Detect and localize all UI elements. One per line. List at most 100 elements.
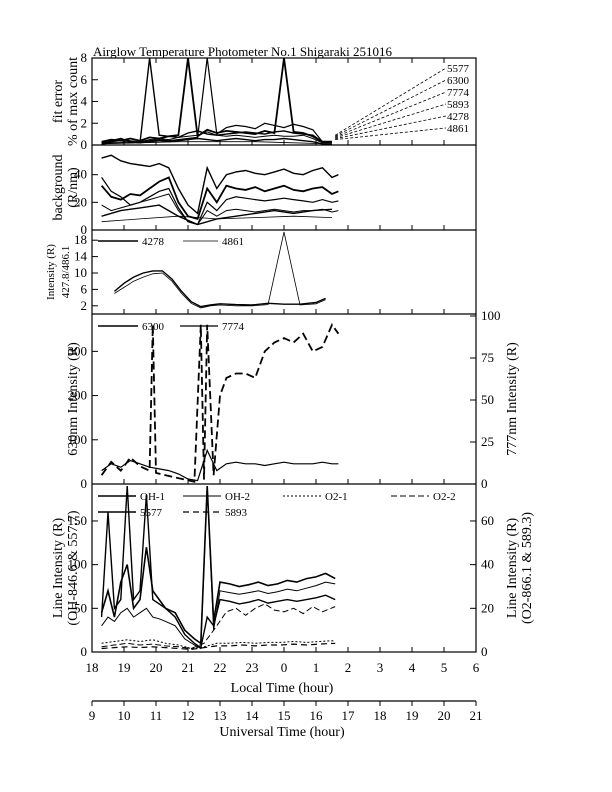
panel-background: 0 20 40 background (R/nm) xyxy=(51,154,476,237)
y-right-tick-label: 50 xyxy=(481,392,494,407)
universal-time-tick-label: 18 xyxy=(374,708,387,723)
y-tick-label: 0 xyxy=(81,222,88,237)
legend-label: 5893 xyxy=(447,99,470,111)
y-right-tick-label: 60 xyxy=(481,513,494,528)
series-o2-1 xyxy=(101,639,336,650)
local-time-tick-label: 18 xyxy=(86,660,99,675)
y-tick-label: 10 xyxy=(74,265,87,280)
universal-time-tick-label: 11 xyxy=(150,708,163,723)
legend-label: OH-2 xyxy=(225,491,250,503)
universal-time-tick-label: 19 xyxy=(406,708,419,723)
time-axes: 18 19 20 21 22 23 0 1 2 3 4 5 69 10 11 12 13 14 15 16 17 18 19… xyxy=(86,58,483,723)
y-tick-label: 18 xyxy=(74,232,87,247)
y-right-tick-label: 25 xyxy=(481,434,494,449)
local-time-tick-label: 4 xyxy=(409,660,416,675)
y-axis-label: Line Intensity (R) xyxy=(51,518,66,619)
y-tick-label: 100 xyxy=(68,432,88,447)
universal-time-tick-label: 21 xyxy=(470,708,483,723)
local-time-tick-label: 1 xyxy=(313,660,320,675)
series-6300 xyxy=(101,57,332,143)
y-tick-label: 4 xyxy=(81,94,88,109)
local-time-tick-label: 19 xyxy=(118,660,131,675)
universal-time-tick-label: 10 xyxy=(118,708,131,723)
legend-leader xyxy=(335,91,447,138)
series-5893 xyxy=(101,193,339,226)
legend-label: 6300 xyxy=(142,321,165,333)
local-time-tick-label: 5 xyxy=(441,660,448,675)
y-right-tick-label: 20 xyxy=(481,600,494,615)
figure-title: Airglow Temperature Photometer No.1 Shig… xyxy=(93,44,393,59)
plot-frame xyxy=(91,57,477,653)
series-o2-2 xyxy=(101,603,336,650)
universal-time-tick-label: 16 xyxy=(310,708,324,723)
y-tick-label: 150 xyxy=(68,513,88,528)
y-axis-label: (R/nm) xyxy=(66,167,81,208)
legend-leader xyxy=(335,103,447,139)
y-axis-label: % of max count xyxy=(66,57,81,146)
y-tick-label: 2 xyxy=(81,115,88,130)
universal-time-tick-label: 9 xyxy=(89,708,96,723)
universal-time-tick-label: 14 xyxy=(246,708,260,723)
legend-label: O2-2 xyxy=(433,491,456,503)
series-5577 xyxy=(100,485,336,645)
y-tick-label: 0 xyxy=(81,476,88,491)
y-axis-label: fit error xyxy=(51,80,66,123)
legend-label: 7774 xyxy=(222,321,245,333)
universal-time-tick-label: 20 xyxy=(438,708,451,723)
local-time-tick-label: 20 xyxy=(150,660,163,675)
panel-fit-error: 0 2 4 6 8 fit error% of max count 557763007774… xyxy=(51,50,476,152)
series-4861 xyxy=(114,231,326,309)
legend-label: 4861 xyxy=(447,123,469,135)
legend-label: 5577 xyxy=(447,63,470,75)
y-tick-label: 2 xyxy=(81,298,88,313)
local-time-label: Local Time (hour) xyxy=(231,681,334,696)
y-axis-label: 427.8/486.1 xyxy=(60,246,72,299)
series-5893 xyxy=(101,642,336,651)
y-tick-label: 40 xyxy=(74,167,87,182)
series-7774 xyxy=(101,57,332,145)
y-axis-label: (OH-846.6 & 557.7) xyxy=(66,510,81,625)
series-7774 xyxy=(101,448,339,482)
y-tick-label: 6 xyxy=(81,281,88,296)
y-axis-label: background xyxy=(51,154,66,220)
y-right-tick-label: 100 xyxy=(481,308,501,323)
legend-label: 4278 xyxy=(447,111,470,123)
y-right-tick-label: 0 xyxy=(481,476,488,491)
local-time-tick-label: 3 xyxy=(377,660,384,675)
local-time-tick-label: 22 xyxy=(214,660,227,675)
y-right-tick-label: 40 xyxy=(481,557,494,572)
y-right-axis-label: (O2-866.1 & 589.3) xyxy=(520,512,535,624)
universal-time-tick-label: 17 xyxy=(342,708,356,723)
y-axis-label: Intensity (R) xyxy=(45,244,57,300)
legend-label: OH-1 xyxy=(140,491,165,503)
y-tick-label: 0 xyxy=(81,644,88,659)
legend-leader xyxy=(334,67,447,136)
legend-label: 6300 xyxy=(447,75,470,87)
y-right-axis-label: 777nm Intensity (R) xyxy=(505,342,520,456)
local-time-tick-label: 23 xyxy=(246,660,259,675)
legend-label: 5577 xyxy=(140,507,163,519)
series-4861 xyxy=(101,215,333,223)
series-5577 xyxy=(101,154,339,215)
y-right-tick-label: 0 xyxy=(481,644,488,659)
legend-label: 7774 xyxy=(447,87,470,99)
y-right-axis-label: Line Intensity (R) xyxy=(505,518,520,619)
legend-leader xyxy=(335,127,447,140)
y-tick-label: 20 xyxy=(74,194,87,209)
y-tick-label: 0 xyxy=(81,137,88,152)
series-5893 xyxy=(101,131,332,144)
legend-label: O2-1 xyxy=(325,491,348,503)
y-tick-label: 200 xyxy=(68,388,88,403)
legend-leader xyxy=(335,115,447,140)
series-4861 xyxy=(101,141,333,145)
y-tick-label: 100 xyxy=(68,557,88,572)
local-time-tick-label: 2 xyxy=(345,660,352,675)
y-tick-label: 300 xyxy=(68,343,88,358)
series-4278 xyxy=(101,204,333,226)
series-oh-1 xyxy=(100,485,336,649)
